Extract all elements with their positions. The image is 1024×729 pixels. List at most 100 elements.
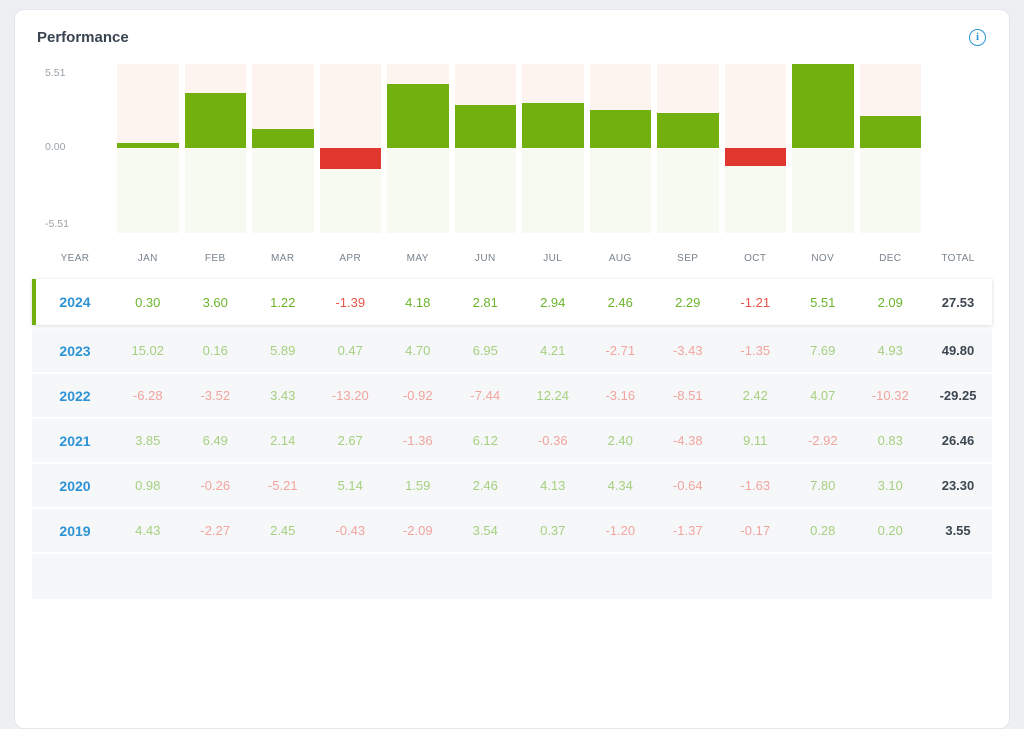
cell-2021-jan: 3.85 [135, 433, 161, 448]
chart-y-axis: 5.51 0.00 -5.51 [36, 64, 114, 233]
cell-2021-feb: 6.49 [202, 433, 228, 448]
cell-2020-sep: -0.64 [672, 478, 703, 493]
cell-2020-jul: 4.13 [540, 478, 566, 493]
year-link-2021[interactable]: 2021 [59, 432, 91, 449]
cell-2020-mar: -5.21 [267, 478, 298, 493]
cell-2021-jun: 6.12 [472, 433, 498, 448]
column-positive-background [724, 64, 786, 148]
cell-2022-jul: 12.24 [536, 388, 570, 403]
cell-2024-oct: -1.21 [740, 294, 771, 310]
cell-2020-aug: 4.34 [607, 478, 633, 493]
cell-2022-mar: 3.43 [270, 388, 296, 403]
bar-sep[interactable] [657, 113, 719, 148]
year-link-2023[interactable]: 2023 [59, 342, 91, 359]
chart-column-aug [589, 64, 651, 233]
bar-mar[interactable] [252, 129, 314, 148]
cell-2023-sep: -3.43 [672, 343, 703, 358]
cell-2023-apr: 0.47 [337, 343, 363, 358]
performance-card: Performance i 5.51 0.00 -5.51 YEAR JAN FEB… [14, 9, 1010, 729]
table-header-row: YEAR JAN FEB MAR APR MAY JUN JUL AUG SEP OCT NOV DEC… [32, 245, 992, 271]
performance-bar-chart: 5.51 0.00 -5.51 [32, 64, 992, 233]
cell-2023-dec: 4.93 [877, 343, 903, 358]
bar-apr[interactable] [319, 148, 381, 169]
y-tick-min: -5.51 [45, 218, 69, 230]
chart-column-sep [657, 64, 719, 233]
table-row-2022[interactable]: 2022 -6.28 -3.52 3.43 -13.20 -0.92 -7.44 12.24 -… [32, 374, 992, 417]
cell-2019-feb: -2.27 [200, 523, 231, 538]
cell-2019-jul: 0.37 [540, 523, 566, 538]
total-2022: -29.25 [939, 388, 977, 403]
table-row-2019[interactable]: 2019 4.43 -2.27 2.45 -0.43 -2.09 3.54 0.37 -1.20… [32, 509, 992, 552]
cell-2019-dec: 0.20 [877, 523, 903, 538]
column-header-jan: JAN [137, 252, 158, 264]
cell-2020-nov: 7.80 [810, 478, 836, 493]
cell-2020-dec: 3.10 [877, 478, 903, 493]
table-row-partial[interactable] [32, 554, 992, 599]
cell-2022-jan: -6.28 [132, 388, 163, 403]
cell-2024-feb: 3.60 [202, 294, 228, 310]
chart-column-apr [319, 64, 381, 233]
cell-2024-jan: 0.30 [135, 294, 161, 310]
total-2021: 26.46 [941, 433, 975, 448]
column-negative-background [657, 149, 719, 233]
bar-may[interactable] [387, 84, 449, 148]
y-tick-zero: 0.00 [45, 141, 66, 153]
cell-2021-mar: 2.14 [270, 433, 296, 448]
cell-2020-may: 1.59 [405, 478, 431, 493]
cell-2022-jun: -7.44 [470, 388, 501, 403]
table-row-2020[interactable]: 2020 0.98 -0.26 -5.21 5.14 1.59 2.46 4.13 4.34 -0… [32, 464, 992, 507]
cell-2020-feb: -0.26 [200, 478, 231, 493]
column-negative-background [184, 149, 246, 233]
chart-column-mar [252, 64, 314, 233]
column-positive-background [117, 64, 179, 148]
cell-2022-sep: -8.51 [672, 388, 703, 403]
bar-oct[interactable] [724, 148, 786, 166]
column-header-mar: MAR [271, 252, 295, 264]
column-negative-background [792, 149, 854, 233]
column-negative-background [387, 149, 449, 233]
cell-2024-dec: 2.09 [877, 294, 903, 310]
info-icon[interactable]: i [969, 28, 986, 46]
cell-2022-aug: -3.16 [605, 388, 636, 403]
cell-2019-apr: -0.43 [335, 523, 366, 538]
cell-2022-dec: -10.32 [871, 388, 909, 403]
year-link-2020[interactable]: 2020 [59, 477, 91, 494]
column-header-oct: OCT [744, 252, 767, 264]
column-negative-background [454, 149, 516, 233]
column-header-apr: APR [339, 252, 362, 264]
y-tick-max: 5.51 [45, 67, 66, 79]
cell-2023-oct: -1.35 [740, 343, 771, 358]
cell-2020-apr: 5.14 [337, 478, 363, 493]
column-negative-background [589, 149, 651, 233]
cell-2021-jul: -0.36 [537, 433, 568, 448]
column-negative-background [117, 149, 179, 233]
cell-2024-mar: 1.22 [270, 294, 296, 310]
bar-jul[interactable] [522, 103, 584, 148]
table-row-2021[interactable]: 2021 3.85 6.49 2.14 2.67 -1.36 6.12 -0.36 2.40 -4… [32, 419, 992, 462]
bar-nov[interactable] [792, 64, 854, 148]
table-row-2024[interactable]: 2024 0.30 3.60 1.22 -1.39 4.18 2.81 2.94 2.46 2.2… [32, 279, 992, 325]
cell-2022-feb: -3.52 [200, 388, 231, 403]
cell-2024-apr: -1.39 [335, 294, 366, 310]
bar-jun[interactable] [454, 105, 516, 148]
column-header-feb: FEB [204, 252, 226, 264]
cell-2022-apr: -13.20 [331, 388, 369, 403]
bar-dec[interactable] [859, 116, 921, 148]
chart-column-feb [184, 64, 246, 233]
chart-column-jul [522, 64, 584, 233]
cell-2019-nov: 0.28 [810, 523, 836, 538]
bar-jan[interactable] [117, 143, 179, 148]
year-link-2024[interactable]: 2024 [59, 294, 91, 310]
bar-feb[interactable] [184, 93, 246, 148]
chart-column-may [387, 64, 449, 233]
total-2020: 23.30 [941, 478, 975, 493]
page-title: Performance [37, 28, 129, 46]
cell-2021-sep: -4.38 [672, 433, 703, 448]
table-row-2023[interactable]: 2023 15.02 0.16 5.89 0.47 4.70 6.95 4.21 -2.71 -3… [32, 329, 992, 372]
column-header-sep: SEP [677, 252, 699, 264]
total-2024: 27.53 [941, 294, 975, 310]
bar-aug[interactable] [589, 110, 651, 148]
year-link-2022[interactable]: 2022 [59, 387, 91, 404]
cell-2023-mar: 5.89 [270, 343, 296, 358]
year-link-2019[interactable]: 2019 [59, 522, 91, 539]
